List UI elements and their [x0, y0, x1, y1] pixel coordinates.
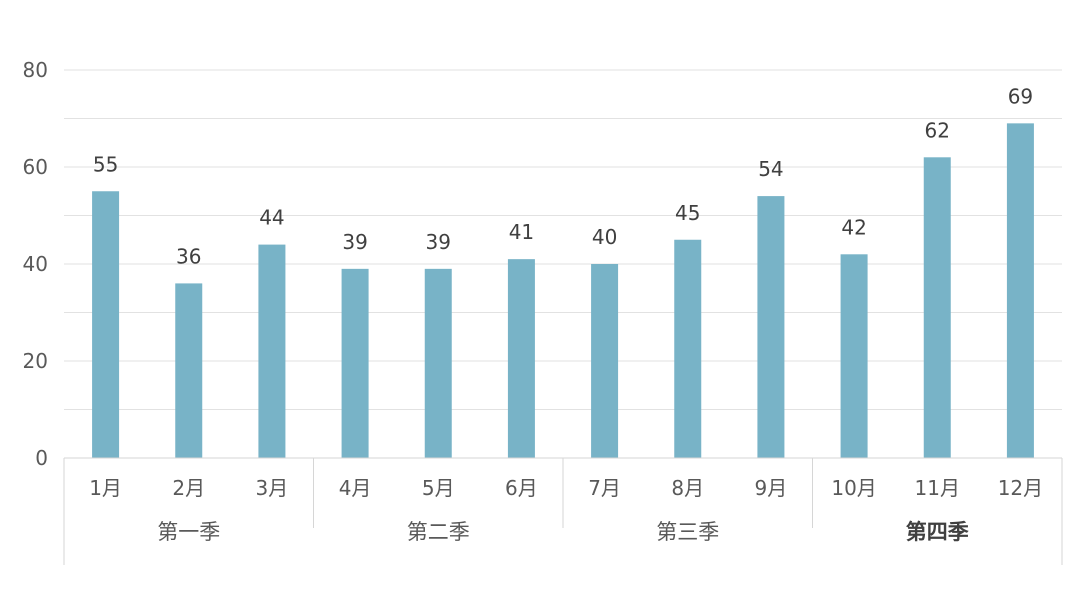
axis-layer — [63, 457, 1063, 565]
quarter-label: 第三季 — [656, 520, 719, 544]
data-label: 55 — [93, 152, 118, 176]
data-label: 40 — [592, 225, 617, 249]
bar — [923, 157, 951, 459]
x-tick-label: 2月 — [172, 476, 205, 500]
bar — [757, 196, 785, 458]
y-tick-label: 80 — [23, 58, 48, 82]
y-tick-label: 40 — [23, 252, 48, 276]
x-tick-label: 12月 — [998, 476, 1043, 500]
bar-layer — [92, 123, 1034, 459]
data-label: 41 — [509, 220, 534, 244]
grid-layer — [64, 69, 1062, 410]
data-label: 69 — [1008, 84, 1033, 108]
data-label: 45 — [675, 201, 700, 225]
x-tick-label: 3月 — [256, 476, 289, 500]
x-tick-label: 7月 — [588, 476, 621, 500]
x-tick-label: 1月 — [89, 476, 122, 500]
x-tick-label: 10月 — [831, 476, 876, 500]
data-label: 42 — [841, 215, 866, 239]
bar — [258, 244, 286, 458]
y-tick-label: 20 — [23, 349, 48, 373]
x-tick-label: 4月 — [339, 476, 372, 500]
quarter-label: 第四季 — [906, 520, 969, 544]
x-tick-label: 5月 — [422, 476, 455, 500]
bar — [591, 264, 619, 458]
data-label: 36 — [176, 244, 201, 268]
data-label: 62 — [925, 118, 950, 142]
bar — [840, 254, 868, 458]
bar — [175, 283, 203, 458]
x-tick-label: 6月 — [505, 476, 538, 500]
x-tick-label: 9月 — [755, 476, 788, 500]
bar — [1006, 123, 1034, 458]
quarter-label: 第一季 — [157, 520, 220, 544]
x-tick-label: 8月 — [671, 476, 704, 500]
label-layer: 0 20 40 60 80 55 1月 36 2月 44 3月 39 4月 39 5月 41 6月 40 7月 45 8… — [23, 58, 1044, 544]
x-tick-label: 11月 — [915, 476, 960, 500]
bar — [507, 259, 535, 458]
bar — [674, 239, 702, 458]
y-tick-label: 60 — [23, 155, 48, 179]
bar — [424, 268, 452, 458]
bar — [341, 268, 369, 458]
data-label: 44 — [259, 206, 284, 230]
y-tick-label: 0 — [35, 446, 48, 470]
quarter-label: 第二季 — [407, 520, 470, 544]
bar — [92, 191, 120, 458]
data-label: 39 — [426, 230, 451, 254]
data-label: 54 — [758, 157, 783, 181]
data-label: 39 — [342, 230, 367, 254]
